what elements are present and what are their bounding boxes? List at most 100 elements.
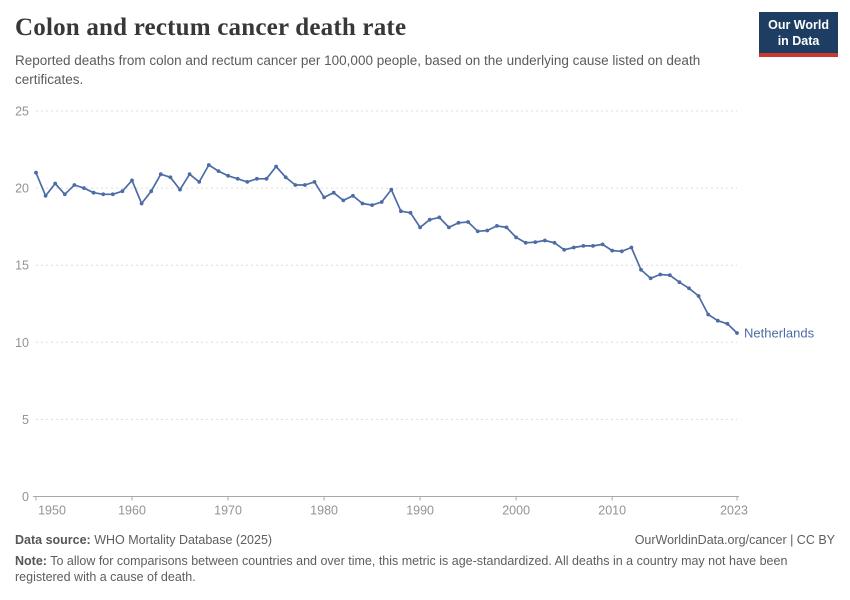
- x-tick-label: 1980: [310, 504, 338, 518]
- data-point-marker[interactable]: [447, 225, 451, 230]
- data-point-marker[interactable]: [629, 245, 634, 250]
- data-point-marker[interactable]: [293, 183, 298, 187]
- data-point-marker[interactable]: [235, 176, 240, 181]
- data-point-marker[interactable]: [101, 192, 106, 197]
- data-point-marker[interactable]: [158, 172, 163, 177]
- data-source-label: Data source:: [15, 533, 91, 547]
- data-point-marker[interactable]: [475, 229, 480, 234]
- series-end-label[interactable]: Netherlands: [744, 326, 815, 341]
- data-point-marker[interactable]: [427, 217, 432, 222]
- data-point-marker[interactable]: [591, 244, 595, 248]
- y-tick-label: 20: [15, 182, 29, 196]
- y-tick-label: 10: [15, 336, 29, 350]
- data-point-marker[interactable]: [379, 200, 384, 204]
- data-source-value: WHO Mortality Database (2025): [94, 533, 273, 547]
- data-point-marker[interactable]: [110, 192, 115, 197]
- note-label: Note:: [15, 554, 47, 568]
- data-point-marker[interactable]: [543, 238, 547, 243]
- data-point-marker[interactable]: [283, 175, 288, 180]
- data-point-marker[interactable]: [34, 170, 38, 175]
- data-point-marker[interactable]: [399, 209, 403, 214]
- data-point-marker[interactable]: [533, 240, 538, 245]
- data-point-marker[interactable]: [322, 195, 326, 200]
- data-point-marker[interactable]: [72, 183, 77, 187]
- owid-logo[interactable]: Our World in Data: [759, 12, 838, 57]
- data-point-marker[interactable]: [303, 183, 307, 187]
- x-tick-label: 2023: [720, 504, 748, 518]
- x-tick-label: 1970: [214, 504, 242, 518]
- data-point-marker[interactable]: [53, 181, 58, 186]
- owid-logo-line2: in Data: [777, 34, 820, 48]
- data-point-marker[interactable]: [600, 242, 605, 247]
- data-point-marker[interactable]: [351, 193, 355, 198]
- data-point-marker[interactable]: [610, 248, 615, 253]
- data-point-marker[interactable]: [255, 176, 259, 181]
- x-tick-label: 1990: [406, 504, 434, 518]
- note-text: To allow for comparisons between countri…: [15, 554, 788, 585]
- data-point-marker[interactable]: [331, 190, 336, 195]
- data-point-marker[interactable]: [687, 286, 691, 291]
- data-point-marker[interactable]: [341, 198, 346, 203]
- attribution-link[interactable]: OurWorldinData.org/cancer | CC BY: [634, 533, 835, 547]
- y-tick-label: 25: [15, 105, 29, 119]
- data-point-marker[interactable]: [245, 180, 250, 184]
- page-title: Colon and rectum cancer death rate: [15, 14, 407, 41]
- data-point-marker[interactable]: [658, 272, 663, 277]
- data-point-marker[interactable]: [389, 187, 394, 192]
- data-point-marker[interactable]: [437, 215, 442, 220]
- chart-footer: Data source: WHO Mortality Database (202…: [15, 533, 835, 586]
- data-point-marker[interactable]: [91, 190, 96, 195]
- y-tick-label: 5: [22, 413, 29, 427]
- data-point-marker[interactable]: [178, 187, 182, 192]
- data-point-marker[interactable]: [514, 235, 518, 240]
- data-point-marker[interactable]: [485, 228, 490, 233]
- data-point-marker[interactable]: [562, 247, 567, 252]
- data-point-marker[interactable]: [82, 186, 86, 191]
- data-point-marker[interactable]: [216, 169, 221, 174]
- data-point-marker[interactable]: [504, 225, 509, 230]
- data-point-marker[interactable]: [735, 331, 739, 335]
- y-tick-label: 15: [15, 259, 29, 273]
- data-point-marker[interactable]: [495, 224, 499, 228]
- data-point-marker[interactable]: [168, 175, 173, 180]
- data-point-marker[interactable]: [43, 193, 48, 198]
- data-point-marker[interactable]: [696, 294, 701, 298]
- data-point-marker[interactable]: [523, 240, 528, 245]
- data-point-marker[interactable]: [312, 180, 317, 184]
- x-tick-label: 2000: [502, 504, 530, 518]
- data-point-marker[interactable]: [466, 220, 470, 224]
- data-point-marker[interactable]: [706, 312, 711, 317]
- data-point-marker[interactable]: [187, 172, 192, 177]
- data-point-marker[interactable]: [418, 225, 422, 230]
- data-point-marker[interactable]: [62, 192, 67, 197]
- data-point-marker[interactable]: [648, 276, 653, 281]
- data-point-marker[interactable]: [360, 201, 365, 206]
- data-point-marker[interactable]: [149, 189, 154, 194]
- data-point-marker[interactable]: [274, 164, 278, 169]
- y-tick-label: 0: [22, 490, 29, 504]
- data-source: Data source: WHO Mortality Database (202…: [15, 533, 272, 547]
- data-point-marker[interactable]: [639, 267, 643, 272]
- data-point-marker[interactable]: [226, 173, 231, 178]
- chart-subtitle: Reported deaths from colon and rectum ca…: [15, 53, 701, 87]
- data-point-marker[interactable]: [139, 201, 144, 206]
- data-point-marker[interactable]: [206, 163, 211, 167]
- data-point-marker[interactable]: [120, 189, 125, 194]
- data-point-marker[interactable]: [408, 210, 413, 215]
- data-point-marker[interactable]: [725, 321, 730, 326]
- data-point-marker[interactable]: [571, 245, 576, 250]
- data-point-marker[interactable]: [456, 220, 461, 225]
- data-point-marker[interactable]: [552, 240, 557, 245]
- data-point-marker[interactable]: [667, 273, 672, 278]
- data-point-marker[interactable]: [264, 176, 269, 181]
- data-point-marker[interactable]: [619, 249, 624, 254]
- data-point-marker[interactable]: [370, 203, 374, 208]
- data-point-marker[interactable]: [715, 318, 720, 323]
- data-point-marker[interactable]: [677, 280, 682, 285]
- x-tick-label: 2010: [598, 504, 626, 518]
- data-point-marker[interactable]: [581, 244, 586, 248]
- data-point-marker[interactable]: [197, 180, 202, 184]
- x-tick-label: 1950: [38, 504, 66, 518]
- data-point-marker[interactable]: [130, 178, 134, 183]
